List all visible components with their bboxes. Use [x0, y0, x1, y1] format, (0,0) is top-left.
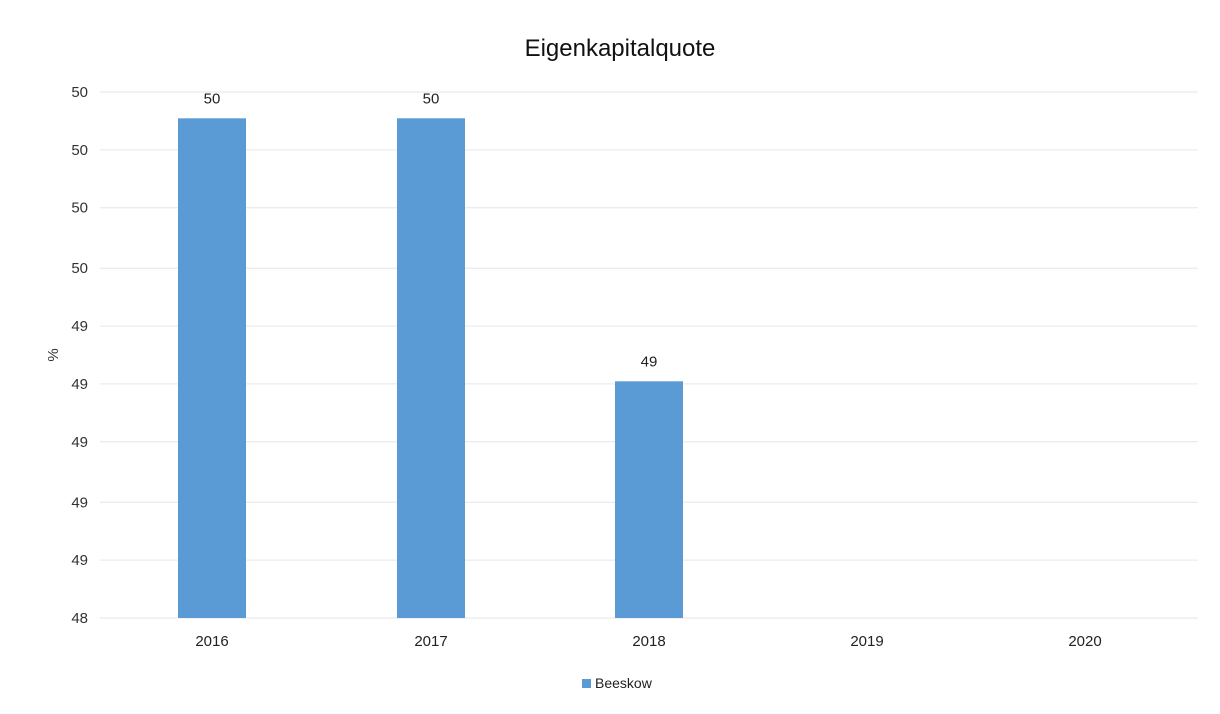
y-tick-label: 50 [71, 142, 88, 159]
bar [397, 118, 465, 619]
x-tick-label: 2018 [632, 633, 665, 650]
bar [615, 381, 683, 618]
x-tick-label: 2020 [1068, 633, 1101, 650]
legend: Beeskow [582, 675, 653, 691]
data-label: 49 [641, 353, 658, 370]
data-label: 50 [204, 90, 221, 107]
legend-swatch-beeskow [582, 679, 591, 688]
y-tick-label: 48 [71, 610, 88, 627]
y-tick-label: 50 [71, 260, 88, 277]
x-tick-label: 2017 [414, 633, 447, 650]
y-tick-label: 49 [71, 434, 88, 451]
y-tick-label: 49 [71, 376, 88, 393]
y-tick-label: 50 [71, 200, 88, 217]
data-label: 50 [423, 90, 440, 107]
x-tick-label: 2019 [850, 633, 883, 650]
y-axis-label: % [45, 348, 62, 361]
bar [178, 118, 246, 619]
y-tick-label: 49 [71, 318, 88, 335]
y-axis-ticks: 48 49 49 49 49 49 50 50 50 50 [71, 84, 88, 627]
x-tick-label: 2016 [195, 633, 228, 650]
y-tick-label: 50 [71, 84, 88, 101]
y-tick-label: 49 [71, 552, 88, 569]
y-tick-label: 49 [71, 494, 88, 511]
x-axis-ticks: 2016 2017 2018 2019 2020 [195, 633, 1101, 650]
bars: 50 50 49 [178, 90, 683, 619]
legend-label-beeskow: Beeskow [595, 675, 653, 691]
chart-title: Eigenkapitalquote [525, 35, 716, 62]
